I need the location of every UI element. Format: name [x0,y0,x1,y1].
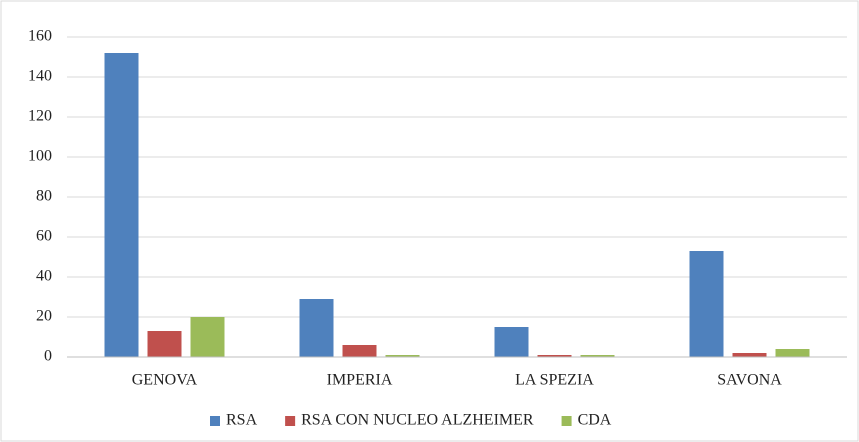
x-tick-label: SAVONA [717,372,782,389]
legend-label: RSA [226,412,258,429]
bar [385,355,420,357]
x-tick-label: GENOVA [132,372,198,389]
legend-swatch [561,416,572,426]
bar [104,53,139,357]
bar [299,299,334,357]
legend-label: RSA CON NUCLEO ALZHEIMER [301,412,534,429]
bar [537,355,572,357]
bar [342,345,377,357]
legend-label: CDA [578,412,612,429]
bar [190,317,225,357]
y-tick-label: 120 [28,108,52,125]
bar [147,331,182,357]
bar [580,355,615,357]
x-tick-label: LA SPEZIA [515,372,594,389]
y-tick-label: 140 [28,68,52,85]
legend-swatch [285,416,296,426]
bar [775,349,810,357]
bar [494,327,529,357]
y-tick-label: 0 [44,348,52,365]
x-tick-label: IMPERIA [327,372,393,389]
y-tick-label: 80 [36,188,52,205]
y-tick-label: 160 [28,28,52,45]
bar [732,353,767,357]
y-tick-label: 60 [36,228,52,245]
y-tick-label: 40 [36,268,52,285]
bar [689,251,724,357]
y-tick-label: 20 [36,308,52,325]
legend-swatch [210,416,220,426]
y-tick-label: 100 [28,148,52,165]
